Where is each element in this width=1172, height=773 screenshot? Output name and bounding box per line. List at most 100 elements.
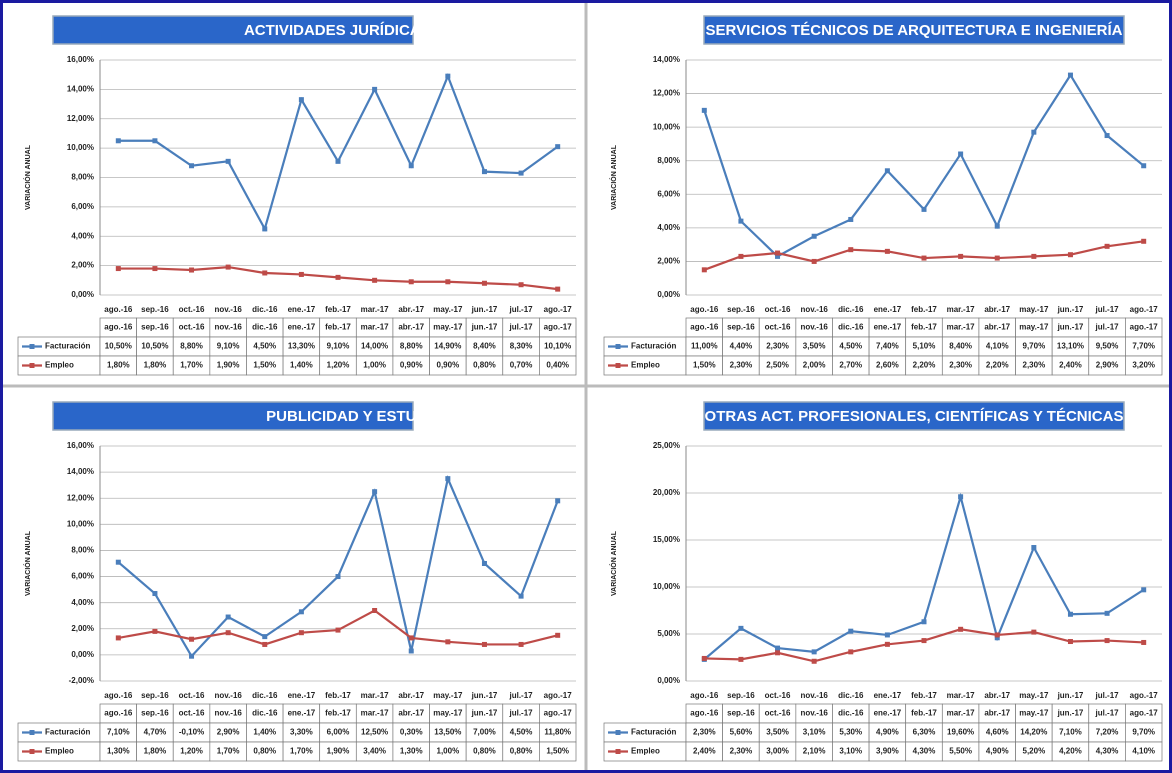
- y-tick-label: 10,00%: [67, 143, 94, 152]
- x-tick-label: oct.-16: [765, 691, 791, 700]
- table-value: 3,40%: [363, 747, 386, 756]
- table-value: 1,80%: [144, 361, 167, 370]
- table-value: 5,10%: [913, 342, 936, 351]
- marker: [775, 253, 781, 259]
- marker: [481, 641, 487, 647]
- x-tick-label: ene.-17: [874, 691, 902, 700]
- marker: [152, 628, 158, 634]
- table-header: ago.-16: [104, 709, 133, 718]
- table-header: jul.-17: [509, 709, 534, 718]
- marker: [1141, 238, 1147, 244]
- table-header: ago.-16: [690, 709, 719, 718]
- y-tick-label: 10,00%: [653, 122, 680, 131]
- table-value: 2,20%: [913, 361, 936, 370]
- y-tick-label: 12,00%: [653, 89, 680, 98]
- marker: [262, 634, 268, 640]
- marker: [298, 630, 304, 636]
- x-tick-label: dic.-16: [252, 305, 278, 314]
- marker: [189, 163, 195, 169]
- marker: [189, 653, 195, 659]
- marker: [189, 636, 195, 642]
- table-value: 19,60%: [947, 728, 974, 737]
- x-tick-label: oct.-16: [179, 305, 205, 314]
- y-tick-label: 0,00%: [657, 290, 680, 299]
- table-header: oct.-16: [765, 709, 791, 718]
- y-axis-label: VARIACIÓN ANUAL: [23, 530, 32, 596]
- marker: [994, 635, 1000, 641]
- table-header: feb.-17: [911, 709, 937, 718]
- marker: [372, 489, 378, 495]
- table-value: 4,50%: [510, 728, 533, 737]
- marker: [738, 218, 744, 224]
- marker: [958, 626, 964, 632]
- table-header: mar.-17: [947, 323, 976, 332]
- y-tick-label: 4,00%: [657, 223, 680, 232]
- y-tick-label: 4,00%: [71, 598, 94, 607]
- table-value: 1,00%: [437, 747, 460, 756]
- table-value: 3,50%: [803, 342, 826, 351]
- x-tick-label: ene.-17: [874, 305, 902, 314]
- table-header: may.-17: [1019, 323, 1049, 332]
- marker: [811, 658, 817, 664]
- marker: [298, 609, 304, 615]
- marker: [372, 608, 378, 613]
- table-value: 2,30%: [730, 747, 753, 756]
- marker: [225, 264, 231, 270]
- x-tick-label: ago.-16: [104, 691, 133, 700]
- marker: [372, 86, 378, 92]
- legend-label: Empleo: [45, 361, 74, 370]
- table-value: 1,90%: [327, 747, 350, 756]
- table-value: 1,50%: [253, 361, 276, 370]
- table-header: dic.-16: [252, 323, 278, 332]
- table-value: 2,20%: [986, 361, 1009, 370]
- x-tick-label: mar.-17: [361, 691, 390, 700]
- x-tick-label: nov.-16: [214, 691, 242, 700]
- y-tick-label: 2,00%: [71, 624, 94, 633]
- marker: [335, 158, 341, 164]
- x-tick-label: ago.-16: [690, 305, 719, 314]
- table-header: jun.-17: [1057, 323, 1084, 332]
- y-tick-label: 10,00%: [67, 519, 94, 528]
- legend-marker: [29, 363, 35, 368]
- chart-title: SERVICIOS TÉCNICOS DE ARQUITECTURA E ING…: [706, 22, 1123, 39]
- y-tick-label: 2,00%: [71, 261, 94, 270]
- table-value: 13,30%: [288, 342, 315, 351]
- marker: [884, 168, 890, 174]
- table-value: 4,50%: [839, 342, 862, 351]
- table-value: 0,90%: [400, 361, 423, 370]
- table-value: 9,10%: [217, 342, 240, 351]
- table-value: 4,50%: [253, 342, 276, 351]
- table-header: ago.-17: [544, 709, 573, 718]
- marker: [1067, 252, 1073, 258]
- x-tick-label: abr.-17: [984, 305, 1010, 314]
- table-value: 0,80%: [510, 747, 533, 756]
- marker: [994, 632, 1000, 638]
- table-value: 1,20%: [180, 747, 203, 756]
- table-value: 14,00%: [361, 342, 388, 351]
- table-value: 14,90%: [434, 342, 461, 351]
- table-header: jun.-17: [471, 709, 498, 718]
- x-tick-label: mar.-17: [947, 691, 976, 700]
- x-tick-label: ago.-17: [1130, 305, 1159, 314]
- table-header: jul.-17: [1095, 323, 1120, 332]
- table-value: 9,50%: [1096, 342, 1119, 351]
- table-header: dic.-16: [838, 709, 864, 718]
- table-value: 4,30%: [1096, 747, 1119, 756]
- marker: [811, 258, 817, 264]
- y-tick-label: 8,00%: [657, 156, 680, 165]
- table-value: 0,80%: [473, 747, 496, 756]
- marker: [298, 271, 304, 277]
- x-tick-label: may.-17: [1019, 305, 1049, 314]
- table-value: 7,40%: [876, 342, 899, 351]
- marker: [1141, 587, 1147, 593]
- table-header: may.-17: [433, 709, 463, 718]
- table-header: ago.-17: [1130, 709, 1159, 718]
- table-value: 2,30%: [949, 361, 972, 370]
- marker: [518, 282, 524, 288]
- marker: [115, 559, 121, 565]
- x-tick-label: abr.-17: [984, 691, 1010, 700]
- legend-label: Empleo: [631, 747, 660, 756]
- table-header: feb.-17: [325, 709, 351, 718]
- legend-marker: [29, 730, 35, 735]
